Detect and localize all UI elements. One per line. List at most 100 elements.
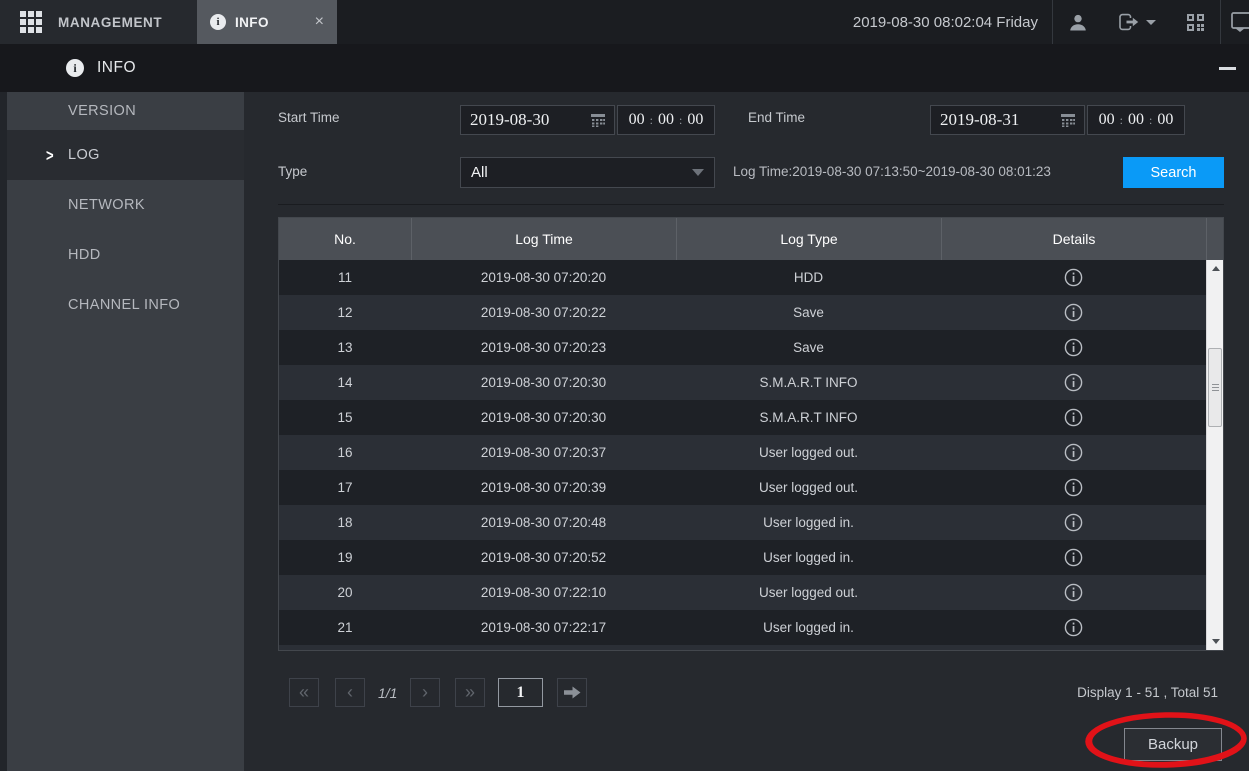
end-time-input[interactable]: 00:00:00 [1087, 105, 1185, 135]
end-date-input[interactable]: 2019-08-31 [930, 105, 1085, 135]
management-tab[interactable]: MANAGEMENT [0, 0, 197, 44]
details-info-icon[interactable] [1064, 513, 1083, 532]
colon: : [1119, 112, 1123, 127]
minutes-value: 00 [1128, 111, 1144, 128]
logout-icon[interactable] [1103, 0, 1171, 44]
scroll-down-icon[interactable] [1207, 633, 1223, 650]
sidebar-item-hdd[interactable]: > HDD [7, 230, 244, 280]
log-table: No. Log Time Log Type Details 11 2019-08… [278, 217, 1224, 651]
datetime-text: 2019-08-30 08:02:04 Friday [852, 13, 1038, 31]
qr-code-icon[interactable] [1171, 0, 1220, 44]
sidebar-item-version[interactable]: > VERSION [7, 92, 244, 130]
minimize-icon[interactable] [1219, 67, 1236, 70]
cell-no: 16 [337, 445, 353, 460]
apps-grid-icon[interactable] [20, 11, 42, 33]
details-info-icon[interactable] [1064, 443, 1083, 462]
cell-details [941, 400, 1206, 435]
colon: : [649, 112, 653, 127]
table-body: 11 2019-08-30 07:20:20 HDD 12 2019-08-30… [279, 260, 1223, 650]
hours-value: 00 [1098, 111, 1115, 128]
table-row[interactable]: 17 2019-08-30 07:20:39 User logged out. [279, 470, 1223, 505]
column-header-log-time[interactable]: Log Time [411, 218, 676, 260]
table-row[interactable]: 19 2019-08-30 07:20:52 User logged in. [279, 540, 1223, 575]
page-header: i INFO [0, 44, 1249, 92]
partial-row [279, 645, 1223, 650]
calendar-icon[interactable] [591, 113, 605, 127]
cell-log-time: 2019-08-30 07:20:48 [480, 515, 607, 530]
cell-log-type: Save [793, 340, 824, 355]
colon: : [1149, 112, 1153, 127]
calendar-icon[interactable] [1061, 113, 1075, 127]
cell-no: 12 [337, 305, 353, 320]
cell-no: 15 [337, 410, 353, 425]
backup-button[interactable]: Backup [1124, 728, 1222, 761]
column-header-details[interactable]: Details [941, 218, 1206, 260]
last-page-button[interactable]: » [455, 678, 485, 707]
cell-details [941, 435, 1206, 470]
scrollbar-thumb[interactable] [1208, 348, 1222, 427]
log-time-range-text: Log Time:2019-08-30 07:13:50~2019-08-30 … [733, 164, 1051, 179]
details-info-icon[interactable] [1064, 548, 1083, 567]
column-header-no[interactable]: No. [334, 231, 356, 247]
table-row[interactable]: 12 2019-08-30 07:20:22 Save [279, 295, 1223, 330]
cell-details [941, 575, 1206, 610]
page-title: INFO [97, 59, 137, 76]
seconds-value: 00 [687, 111, 704, 128]
log-panel: Start Time 2019-08-30 00:00:00 End Time … [244, 92, 1249, 771]
page-number-input[interactable] [498, 678, 543, 707]
table-row[interactable]: 20 2019-08-30 07:22:10 User logged out. [279, 575, 1223, 610]
cell-log-type: HDD [793, 270, 824, 285]
table-row[interactable]: 21 2019-08-30 07:22:17 User logged in. [279, 610, 1223, 645]
table-row[interactable]: 16 2019-08-30 07:20:37 User logged out. [279, 435, 1223, 470]
details-info-icon[interactable] [1064, 303, 1083, 322]
start-date-input[interactable]: 2019-08-30 [460, 105, 615, 135]
table-row[interactable]: 11 2019-08-30 07:20:20 HDD [279, 260, 1223, 295]
sidebar-item-network[interactable]: > NETWORK [7, 180, 244, 230]
column-header-log-type[interactable]: Log Type [676, 218, 941, 260]
table-row[interactable]: 13 2019-08-30 07:20:23 Save [279, 330, 1223, 365]
cell-log-type: User logged in. [763, 620, 854, 635]
go-arrow-icon [563, 686, 580, 699]
cell-log-time: 2019-08-30 07:22:17 [480, 620, 607, 635]
details-info-icon[interactable] [1064, 268, 1083, 287]
first-page-button[interactable]: « [289, 678, 319, 707]
sidebar-item-channel-info[interactable]: > CHANNEL INFO [7, 280, 244, 330]
details-info-icon[interactable] [1064, 478, 1083, 497]
table-row[interactable]: 14 2019-08-30 07:20:30 S.M.A.R.T INFO [279, 365, 1223, 400]
minutes-value: 00 [658, 111, 674, 128]
type-select[interactable]: All [460, 157, 715, 188]
go-page-button[interactable] [557, 678, 587, 707]
next-page-button[interactable]: › [410, 678, 440, 707]
tab-info[interactable]: i INFO × [197, 0, 337, 44]
sidebar-item-log[interactable]: > LOG [7, 130, 244, 180]
prev-page-button[interactable]: ‹ [335, 678, 365, 707]
cell-no: 14 [337, 375, 353, 390]
cell-details [941, 365, 1206, 400]
table-row[interactable]: 15 2019-08-30 07:20:30 S.M.A.R.T INFO [279, 400, 1223, 435]
cell-log-time: 2019-08-30 07:20:30 [480, 375, 607, 390]
search-button[interactable]: Search [1123, 157, 1224, 188]
close-icon[interactable]: × [314, 13, 324, 30]
details-info-icon[interactable] [1064, 373, 1083, 392]
details-info-icon[interactable] [1064, 618, 1083, 637]
details-info-icon[interactable] [1064, 583, 1083, 602]
vertical-scrollbar[interactable] [1206, 260, 1223, 650]
cell-log-type: User logged in. [763, 550, 854, 565]
table-row[interactable]: 18 2019-08-30 07:20:48 User logged in. [279, 505, 1223, 540]
start-time-input[interactable]: 00:00:00 [617, 105, 715, 135]
cell-details [941, 610, 1206, 645]
scroll-up-icon[interactable] [1207, 260, 1223, 277]
type-label: Type [278, 164, 308, 179]
cell-no: 19 [337, 550, 353, 565]
details-info-icon[interactable] [1064, 338, 1083, 357]
cell-log-type: User logged out. [758, 585, 859, 600]
divider [1052, 0, 1053, 44]
user-icon[interactable] [1053, 0, 1103, 44]
monitor-icon[interactable] [1221, 0, 1249, 44]
details-info-icon[interactable] [1064, 408, 1083, 427]
cell-details [941, 260, 1206, 295]
info-icon: i [66, 59, 84, 77]
cell-no: 21 [337, 620, 353, 635]
cell-log-time: 2019-08-30 07:20:20 [480, 270, 607, 285]
